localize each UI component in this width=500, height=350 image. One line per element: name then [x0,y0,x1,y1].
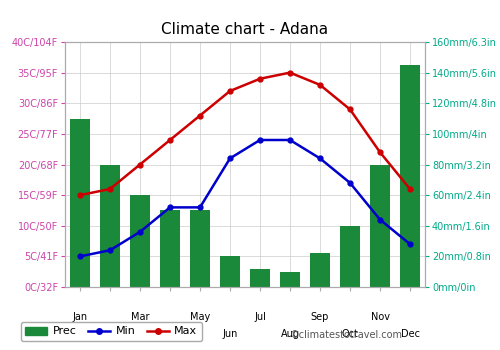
Bar [370,164,390,287]
Text: Jul: Jul [254,312,266,322]
Title: Climate chart - Adana: Climate chart - Adana [162,22,328,37]
Bar [400,65,420,287]
Bar [190,210,210,287]
Text: Feb: Feb [102,329,118,339]
Text: Oct: Oct [342,329,358,339]
Bar [340,226,360,287]
Bar [160,210,180,287]
Text: Jan: Jan [72,312,88,322]
Text: Jun: Jun [222,329,238,339]
Bar [310,253,330,287]
Text: Apr: Apr [162,329,178,339]
Bar [280,272,300,287]
Text: ©climatestotravel.com: ©climatestotravel.com [290,329,403,340]
Text: Dec: Dec [400,329,419,339]
Text: Aug: Aug [280,329,299,339]
Bar [70,119,90,287]
Bar [220,256,240,287]
Bar [250,269,270,287]
Text: Nov: Nov [370,312,390,322]
Bar [130,195,150,287]
Text: Mar: Mar [131,312,149,322]
Text: Sep: Sep [311,312,329,322]
Text: May: May [190,312,210,322]
Bar [100,164,120,287]
Legend: Prec, Min, Max: Prec, Min, Max [20,322,202,341]
